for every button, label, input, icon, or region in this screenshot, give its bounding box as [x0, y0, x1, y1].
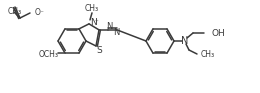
- Text: N: N: [90, 18, 97, 27]
- Text: CH₃: CH₃: [85, 4, 99, 13]
- Text: CH₃: CH₃: [8, 7, 22, 16]
- Text: S: S: [96, 45, 102, 54]
- Text: N: N: [113, 28, 119, 37]
- Text: ⁺: ⁺: [95, 20, 99, 26]
- Text: OH: OH: [212, 28, 226, 37]
- Text: O⁻: O⁻: [35, 8, 45, 16]
- Text: N: N: [106, 22, 112, 31]
- Text: OCH₃: OCH₃: [39, 50, 59, 59]
- Text: CH₃: CH₃: [201, 49, 215, 58]
- Text: N: N: [181, 36, 189, 46]
